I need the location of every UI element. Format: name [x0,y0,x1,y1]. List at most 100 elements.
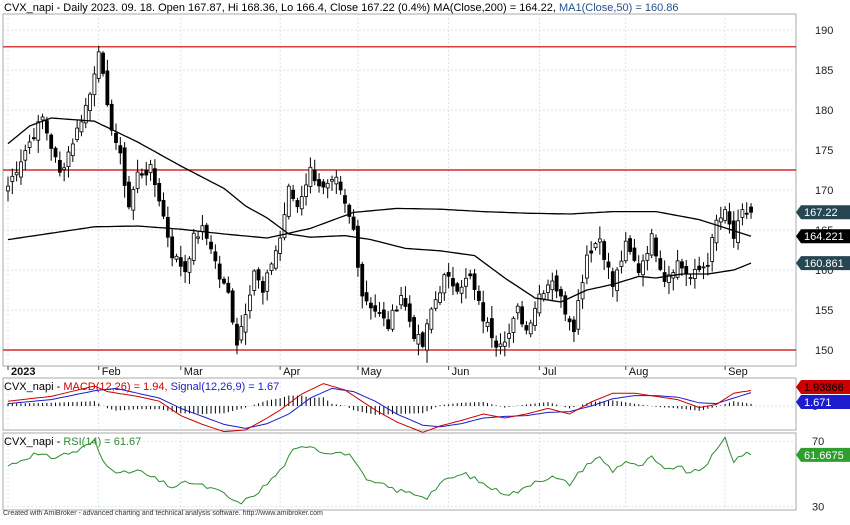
value-tag-text: 1.93866 [804,382,844,394]
value-tag-text: 167.22 [804,207,838,219]
candle-body [161,199,166,217]
value-tag [796,447,850,462]
candle-body [559,289,563,297]
price-header-ma200: MA(Close,200) = 164.22, [433,2,556,14]
macd-histogram [7,395,752,415]
candle-body [226,282,231,293]
candle-body [101,52,105,74]
candle-body [515,305,520,314]
value-tag-text: 1.671 [804,397,832,409]
candle-body [464,277,468,287]
candle-body [468,273,473,277]
macd-line [7,383,752,433]
value-tag-text: 61.6675 [804,450,844,462]
candle-body [325,182,330,189]
candle-body [416,334,421,345]
candle-body [580,282,585,300]
price-panel[interactable]: 150155160165170175180185190 2023FebMarAp… [2,2,850,378]
candle-body [680,261,684,269]
candle-body [109,103,114,131]
candle-body [567,318,572,323]
candle-body [235,323,239,346]
candle-body [584,254,589,279]
candle-body [32,137,36,140]
candle-body [511,317,516,333]
price-y-tick: 155 [815,305,833,317]
x-tick-label: Apr [283,366,300,378]
ma200-line [7,207,752,241]
price-y-tick: 190 [815,25,833,37]
candle-body [174,255,179,260]
x-tick-label: Feb [102,366,121,378]
candle-body [79,121,84,133]
candle-body [429,308,434,330]
candle-body [528,322,533,335]
candle-body [178,257,183,267]
candle-body [498,343,503,347]
candle-body [278,237,283,254]
candle-body [520,306,524,325]
candle-body [433,299,438,309]
candle-body [66,151,71,168]
candle-body [749,206,753,213]
candle-body [330,179,334,182]
candle-body [49,134,54,149]
candle-body [610,271,615,287]
x-tick-label: Sep [728,366,748,378]
candle-body [455,283,460,292]
candle-body [628,238,632,252]
price-header: CVX_napi - Daily 2023. 09. 18. Open 167.… [4,2,679,14]
candle-body [317,179,321,187]
candle-body [714,219,719,244]
value-tag [796,256,850,271]
candle-body [88,93,92,112]
candle-body [537,293,542,314]
candle-body [373,305,378,312]
candle-body [701,266,706,269]
candle-body [744,212,749,215]
candle-body [368,302,373,309]
candle-body [451,278,455,287]
candle-body [550,280,555,291]
rsi-panel[interactable]: 70 30 61.6675 CVX_napi - RSI(14) = 61.67 [2,432,850,514]
candle-body [6,185,10,192]
candle-body [351,216,356,230]
rsi-value-labels: 61.6675 [796,447,850,462]
candle-body [645,253,650,261]
rsi-y-tick-labels: 70 30 [812,436,824,514]
candle-body [718,217,723,223]
candle-body [364,292,369,302]
price-candles [6,45,753,363]
value-tag [796,205,850,220]
candle-body [239,326,244,341]
candle-body [187,258,192,273]
candle-body [83,104,88,124]
candle-body [675,260,680,278]
candle-body [170,236,175,259]
rsi-header: CVX_napi - RSI(14) = 61.67 [4,436,141,448]
rsi-line [7,436,752,505]
candle-body [53,147,58,158]
price-y-tick: 185 [815,65,833,77]
candle-body [127,181,131,208]
candle-body [321,181,326,188]
x-tick-label: Mar [184,366,203,378]
macd-header-macd: MACD(12,26) = 1.94, [63,381,167,393]
candle-body [390,309,395,330]
price-header-prefix: CVX_napi - Daily 2023. 09. 18. Open 167.… [4,2,430,14]
candle-body [96,51,101,79]
price-y-tick: 175 [815,145,833,157]
candle-body [183,261,188,273]
candle-body [308,166,313,187]
candle-body [688,277,693,279]
macd-header-signal: Signal(12,26,9) = 1.67 [171,381,280,393]
candle-body [291,189,296,199]
candle-body [269,263,274,271]
candle-body [23,150,28,161]
price-y-tick: 150 [815,345,833,357]
candle-body [135,171,140,189]
candle-body [114,132,118,144]
macd-header: CVX_napi - MACD(12,26) = 1.94, Signal(12… [4,381,279,393]
